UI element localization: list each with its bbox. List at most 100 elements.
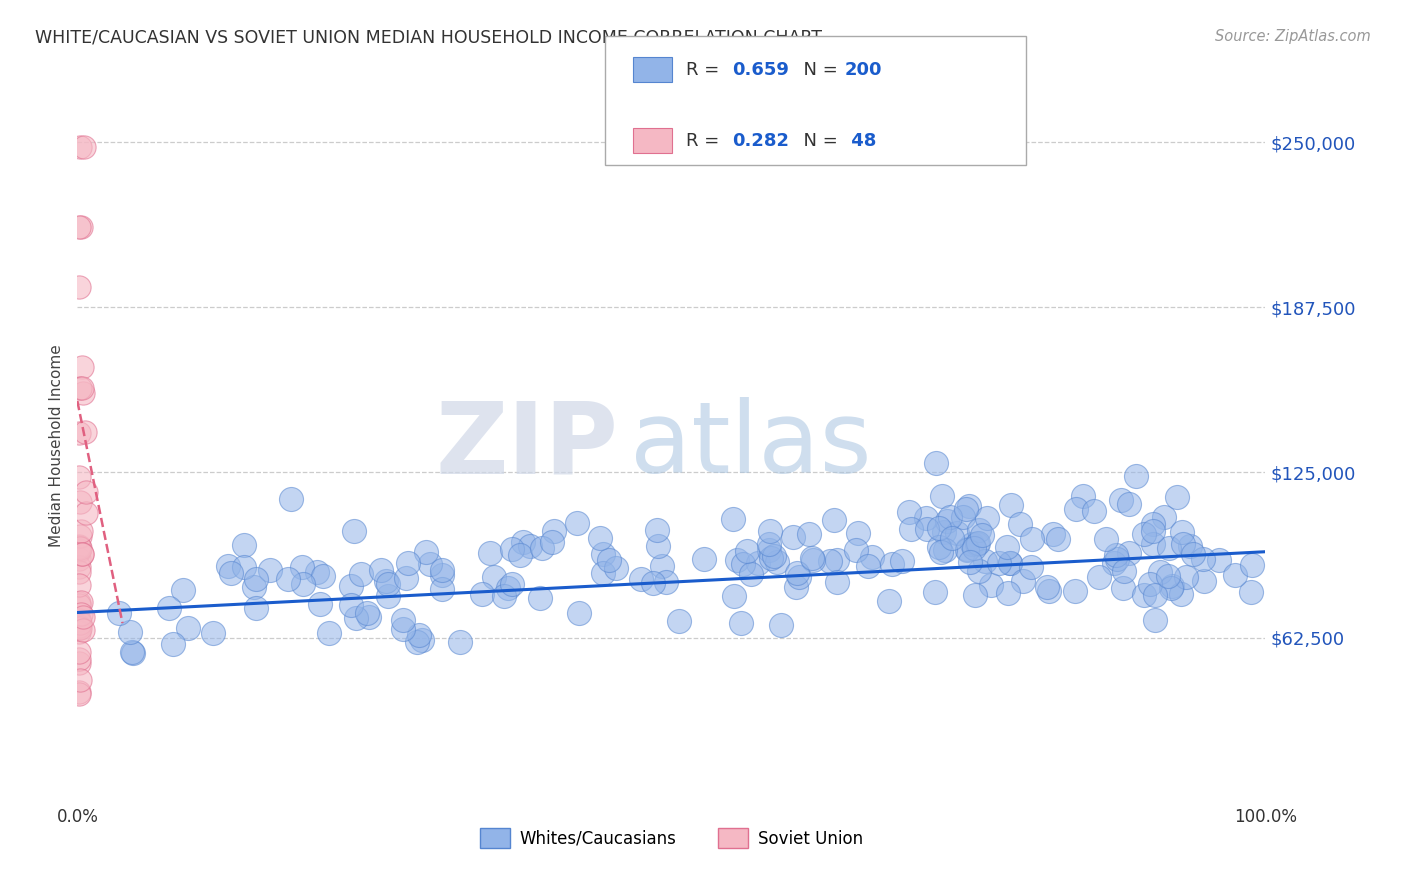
Point	[67, 541, 90, 555]
Point	[782, 530, 804, 544]
Point	[858, 558, 880, 573]
Text: N =: N =	[792, 132, 838, 150]
Y-axis label: Median Household Income: Median Household Income	[49, 344, 65, 548]
Point	[880, 557, 903, 571]
Point	[292, 576, 315, 591]
Point	[108, 606, 131, 620]
Text: 0.659: 0.659	[733, 61, 789, 78]
Point	[974, 554, 997, 568]
Point	[375, 574, 398, 588]
Point	[915, 511, 938, 525]
Point	[67, 543, 90, 558]
Point	[758, 543, 780, 558]
Point	[565, 516, 588, 530]
Point	[1118, 546, 1140, 560]
Point	[377, 589, 399, 603]
Point	[543, 524, 565, 538]
Point	[1153, 509, 1175, 524]
Point	[1132, 527, 1154, 541]
Point	[232, 560, 254, 574]
Point	[219, 566, 242, 580]
Point	[67, 614, 90, 628]
Point	[924, 585, 946, 599]
Point	[928, 541, 950, 555]
Point	[541, 535, 564, 549]
Point	[492, 589, 515, 603]
Point	[723, 589, 745, 603]
Point	[509, 548, 531, 562]
Point	[242, 580, 264, 594]
Point	[1192, 551, 1215, 566]
Point	[1159, 541, 1181, 555]
Point	[172, 583, 194, 598]
Point	[959, 555, 981, 569]
Point	[655, 574, 678, 589]
Point	[391, 622, 413, 636]
Point	[955, 502, 977, 516]
Point	[1142, 516, 1164, 531]
Point	[740, 566, 762, 581]
Point	[759, 551, 782, 566]
Text: N =: N =	[792, 61, 838, 78]
Point	[482, 569, 505, 583]
Point	[966, 537, 988, 551]
Point	[592, 566, 614, 580]
Point	[69, 140, 91, 154]
Point	[1111, 492, 1133, 507]
Point	[1105, 552, 1128, 566]
Point	[1170, 587, 1192, 601]
Point	[1104, 557, 1126, 571]
Point	[377, 577, 399, 591]
Point	[67, 470, 90, 484]
Point	[72, 623, 94, 637]
Point	[67, 551, 90, 566]
Point	[995, 540, 1018, 554]
Point	[1143, 588, 1166, 602]
Point	[67, 620, 90, 634]
Point	[478, 546, 501, 560]
Point	[70, 594, 93, 608]
Point	[998, 556, 1021, 570]
Point	[960, 537, 983, 551]
Point	[825, 575, 848, 590]
Point	[396, 556, 419, 570]
Point	[956, 542, 979, 557]
Point	[75, 485, 97, 500]
Point	[512, 535, 534, 549]
Point	[818, 553, 841, 567]
Point	[641, 576, 664, 591]
Point	[245, 600, 267, 615]
Point	[280, 491, 302, 506]
Point	[70, 607, 93, 621]
Point	[1047, 533, 1070, 547]
Point	[941, 531, 963, 545]
Point	[69, 529, 91, 543]
Text: 200: 200	[845, 61, 883, 78]
Point	[932, 525, 955, 540]
Point	[501, 577, 523, 591]
Point	[900, 522, 922, 536]
Point	[1142, 537, 1164, 551]
Point	[67, 645, 90, 659]
Point	[308, 597, 330, 611]
Point	[967, 565, 990, 579]
Point	[67, 687, 90, 701]
Point	[1118, 497, 1140, 511]
Legend: Whites/Caucasians, Soviet Union: Whites/Caucasians, Soviet Union	[472, 822, 870, 855]
Point	[70, 359, 93, 374]
Point	[449, 635, 471, 649]
Point	[976, 511, 998, 525]
Point	[72, 386, 94, 401]
Point	[69, 673, 91, 687]
Point	[392, 613, 415, 627]
Point	[1178, 540, 1201, 554]
Point	[721, 512, 744, 526]
Point	[759, 524, 782, 539]
Point	[972, 527, 994, 541]
Point	[823, 513, 845, 527]
Point	[1021, 532, 1043, 546]
Point	[395, 571, 418, 585]
Point	[69, 616, 91, 631]
Point	[501, 542, 523, 557]
Point	[929, 545, 952, 559]
